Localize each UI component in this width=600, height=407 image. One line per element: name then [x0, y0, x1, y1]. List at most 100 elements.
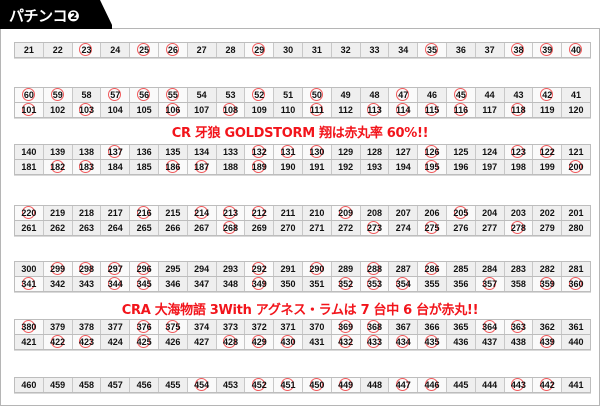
machine-cell: 192	[330, 160, 360, 174]
machine-cell-circled: 195	[417, 160, 446, 174]
machine-number: 444	[482, 380, 498, 390]
machine-number: 216	[136, 208, 152, 218]
machine-cell-circled: 39	[532, 43, 562, 57]
machine-number: 427	[194, 337, 210, 347]
machine-cell: 184	[100, 160, 130, 174]
machine-cell-circled: 187	[186, 160, 216, 174]
machine-number: 44	[484, 90, 495, 100]
machine-number: 200	[568, 162, 584, 172]
machine-cell: 377	[100, 320, 130, 334]
machine-cell: 199	[532, 160, 562, 174]
machine-number: 137	[107, 147, 123, 157]
machine-number: 118	[511, 105, 526, 115]
machine-number: 298	[78, 264, 94, 274]
red-circle-mark	[223, 103, 237, 116]
machine-cell-circled: 23	[71, 43, 101, 57]
machine-cell: 459	[42, 378, 72, 392]
machine-number: 300	[21, 264, 37, 274]
machine-cell-circled: 344	[100, 277, 130, 291]
machine-number: 132	[251, 147, 267, 157]
machine-number: 36	[455, 45, 466, 55]
machine-cell-circled: 447	[388, 378, 418, 392]
machine-cell: 217	[100, 206, 130, 220]
machine-number: 372	[251, 322, 267, 332]
machine-cell: 218	[71, 206, 101, 220]
machine-cell: 219	[42, 206, 72, 220]
machine-number: 117	[482, 105, 497, 115]
machine-number: 263	[78, 223, 94, 233]
machine-cell-circled: 106	[157, 103, 187, 117]
machine-cell-circled: 216	[129, 206, 158, 220]
machine-cell-circled: 212	[244, 206, 274, 220]
machine-cell: 444	[474, 378, 504, 392]
machine-cell: 30	[273, 43, 302, 57]
machine-cell-circled: 40	[561, 43, 590, 57]
machine-cell: 31	[301, 43, 331, 57]
red-circle-mark	[309, 378, 323, 391]
machine-number: 31	[311, 45, 322, 55]
machine-number: 275	[424, 223, 440, 233]
machine-number: 262	[50, 223, 66, 233]
machine-number: 271	[309, 223, 325, 233]
machine-number: 108	[222, 105, 238, 115]
machine-number: 277	[482, 223, 498, 233]
machine-cell: 102	[42, 103, 72, 117]
machine-number: 120	[568, 105, 584, 115]
red-circle-mark	[453, 88, 467, 101]
machine-cell: 355	[417, 277, 446, 291]
machine-cell: 362	[532, 320, 562, 334]
machine-number: 208	[366, 208, 382, 218]
machine-cell: 280	[561, 221, 590, 235]
machine-cell-circled: 60	[15, 88, 43, 102]
machine-cell: 127	[388, 145, 418, 159]
machine-cell: 453	[215, 378, 245, 392]
machine-cell-circled: 286	[417, 262, 446, 276]
machine-number: 201	[568, 208, 584, 218]
red-circle-mark	[50, 160, 64, 173]
number-row: 101 102 103 104 105 106 107 108 109 110 111 112 113 1…	[15, 103, 590, 117]
machine-number: 449	[338, 380, 354, 390]
number-row: 60 59 58 57 56 55 54 53 52 51 50 49 48 47 46 45 44 43 42 41	[15, 88, 590, 102]
red-circle-mark	[165, 88, 179, 101]
machine-cell: 279	[532, 221, 562, 235]
machine-cell-circled: 130	[301, 145, 331, 159]
machine-cell: 276	[445, 221, 475, 235]
machine-number: 437	[482, 337, 498, 347]
red-circle-mark	[569, 277, 583, 290]
machine-number: 261	[21, 223, 37, 233]
machine-number: 430	[280, 337, 296, 347]
red-circle-mark	[367, 221, 381, 234]
machine-cell-circled: 220	[15, 206, 43, 220]
machine-number: 459	[50, 380, 66, 390]
machine-number: 183	[78, 162, 94, 172]
machine-cell: 120	[561, 103, 590, 117]
red-circle-mark	[309, 103, 323, 116]
machine-cell-circled: 297	[100, 262, 130, 276]
machine-number: 366	[424, 322, 440, 332]
machine-cell-circled: 42	[532, 88, 562, 102]
machine-number: 54	[196, 90, 207, 100]
machine-number: 24	[110, 45, 121, 55]
machine-number: 354	[395, 279, 411, 289]
red-circle-mark	[309, 262, 323, 275]
machine-cell: 372	[244, 320, 274, 334]
machine-cell: 347	[186, 277, 216, 291]
machine-number: 34	[398, 45, 409, 55]
red-circle-mark	[338, 320, 352, 333]
machine-number: 37	[484, 45, 495, 55]
machine-cell-circled: 422	[42, 335, 72, 349]
red-circle-mark	[108, 88, 122, 101]
machine-cell-circled: 288	[359, 262, 389, 276]
machine-number: 269	[251, 223, 267, 233]
machine-cell-circled: 268	[215, 221, 245, 235]
number-row: 140 139 138 137 136 135 134 133 132 131 130 129 128 1…	[15, 145, 590, 159]
machine-number: 358	[510, 279, 526, 289]
red-circle-mark	[482, 320, 496, 333]
machine-number: 27	[196, 45, 207, 55]
machine-number: 288	[366, 264, 382, 274]
machine-number: 181	[21, 162, 37, 172]
machine-number: 46	[427, 90, 438, 100]
section-header: パチンコ❷	[0, 0, 112, 29]
number-block: 220 219 218 217 216 215 214 213 212 211 210 209 208 2…	[14, 205, 591, 236]
machine-number: 270	[280, 223, 296, 233]
